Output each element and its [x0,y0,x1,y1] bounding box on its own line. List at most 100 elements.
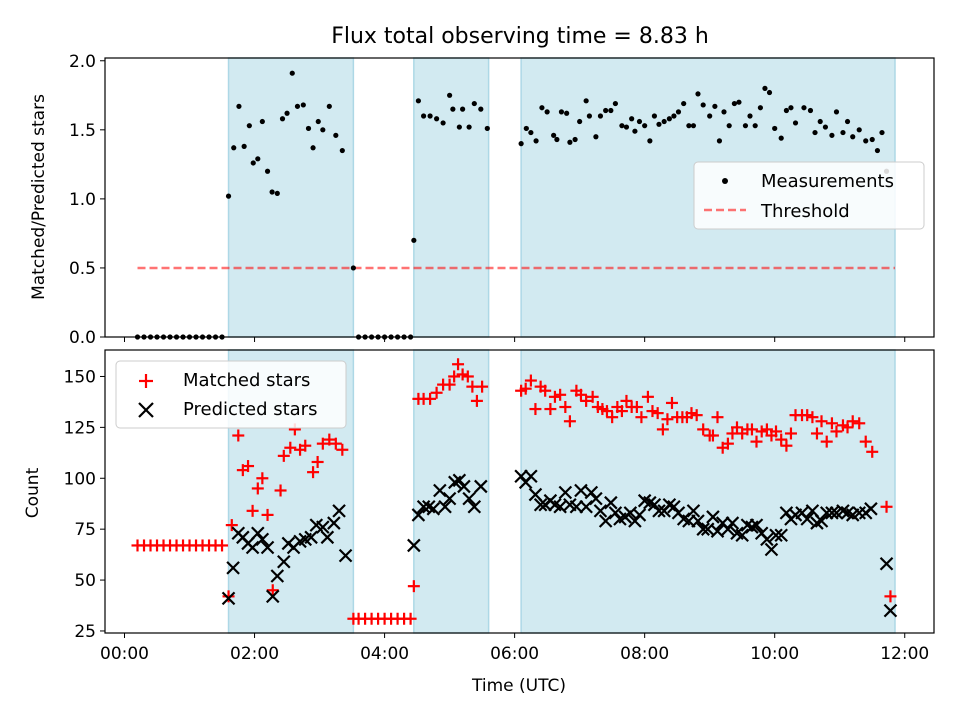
measurement-point-76 [593,134,599,140]
measurement-point-96 [690,123,697,129]
measurement-point-25 [279,116,286,122]
matched-star-18 [242,460,255,473]
measurement-point-131 [879,129,885,136]
matched-star-29 [299,439,312,452]
measurement-point-118 [807,107,814,114]
matched-star-108 [755,425,768,438]
measurement-point-83 [629,116,635,122]
matched-star-122 [825,417,838,430]
ratio-axes-frame [104,57,935,338]
legend-measurements-marker [722,178,728,184]
xtick-label-2: 04:00 [360,644,409,664]
predicted-star-7 [255,532,270,547]
measurement-point-50 [427,113,433,119]
predicted-star-80 [725,516,740,530]
measurement-point-57 [466,124,472,130]
counts-ytick-label-1: 50 [74,571,96,591]
measurement-point-32 [315,118,321,125]
measurement-point-104 [731,100,737,107]
matched-star-15 [225,519,238,532]
matched-star-62 [524,374,537,387]
matched-star-103 [730,421,743,434]
measurement-point-108 [752,123,758,129]
measurement-point-82 [623,124,630,130]
matched-star-83 [630,401,643,414]
xtick-label-4: 08:00 [620,644,669,664]
measurement-point-56 [460,106,466,112]
measurement-point-14 [225,193,232,199]
matched-star-67 [548,390,561,403]
measurement-point-98 [700,102,706,108]
matched-star-85 [641,390,654,403]
matched-star-118 [806,411,819,424]
matched-star-49 [424,392,437,405]
matched-star-32 [316,437,329,450]
measurement-point-117 [801,105,807,111]
predicted-star-1 [226,561,240,575]
measurement-point-62 [523,125,529,132]
measurement-point-68 [554,136,560,143]
measurement-point-80 [612,100,619,107]
matched-star-101 [721,437,734,450]
xtick-label-3: 06:00 [490,644,539,664]
matched-star-74 [586,390,599,403]
predicted-star-56 [608,506,623,520]
matched-star-26 [284,441,297,454]
measurement-point-55 [456,124,462,130]
counts-marks [131,358,898,625]
ratio-marks [134,70,895,340]
predicted-star-21 [332,504,346,518]
predicted-star-28 [433,483,447,498]
measurement-point-71 [567,139,573,145]
predicted-star-85 [749,518,764,532]
predicted-star-90 [774,528,788,543]
figure-title: Flux total observing time = 8.83 h [331,24,709,49]
counts-legend: Matched stars Predicted stars [115,360,347,429]
measurement-point-30 [305,125,312,132]
predicted-star-76 [706,510,720,524]
measurement-point-17 [241,143,247,149]
predicted-star-39 [524,469,538,484]
matched-star-114 [784,427,797,440]
ratio-panel: 0.00.51.01.52.0 Matched/Predicted stars … [29,52,935,348]
measurement-point-51 [434,116,440,122]
predicted-star-68 [667,499,681,514]
measurement-point-61 [518,141,524,147]
counts-ytick-label-3: 100 [64,469,96,489]
measurement-point-112 [772,125,778,132]
matched-star-56 [461,370,474,383]
measurement-point-93 [675,109,682,115]
predicted-star-79 [721,522,735,536]
xtick-label-0: 00:00 [100,644,149,664]
measurement-point-74 [583,98,589,104]
matched-star-98 [706,429,719,442]
measurement-point-86 [642,123,648,129]
ratio-ytick-label-3: 1.5 [69,121,96,141]
counts-ytick-label-5: 150 [64,367,96,387]
matched-star-125 [841,421,854,434]
matched-star-111 [770,425,783,438]
matched-star-14 [222,590,235,603]
predicted-star-37 [514,469,528,484]
predicted-star-53 [593,504,608,518]
matched-star-77 [600,405,613,418]
matched-star-131 [884,590,897,603]
matched-star-19 [246,504,259,517]
measurement-point-20 [255,156,261,162]
matched-star-52 [443,378,456,391]
predicted-star-32 [452,473,467,488]
predicted-star-20 [327,516,341,530]
measurement-point-59 [478,106,484,112]
matched-star-65 [539,384,552,397]
matched-star-13 [216,539,229,552]
measurement-point-60 [484,125,490,132]
predicted-star-9 [265,589,280,604]
predicted-star-108 [879,556,894,571]
ratio-legend: Measurements Threshold [693,161,925,230]
measurement-point-106 [742,123,749,129]
matched-star-109 [760,423,773,436]
measurement-point-97 [695,91,701,97]
predicted-star-46 [558,485,573,500]
measurement-point-122 [829,132,835,138]
measurement-point-52 [440,120,446,126]
